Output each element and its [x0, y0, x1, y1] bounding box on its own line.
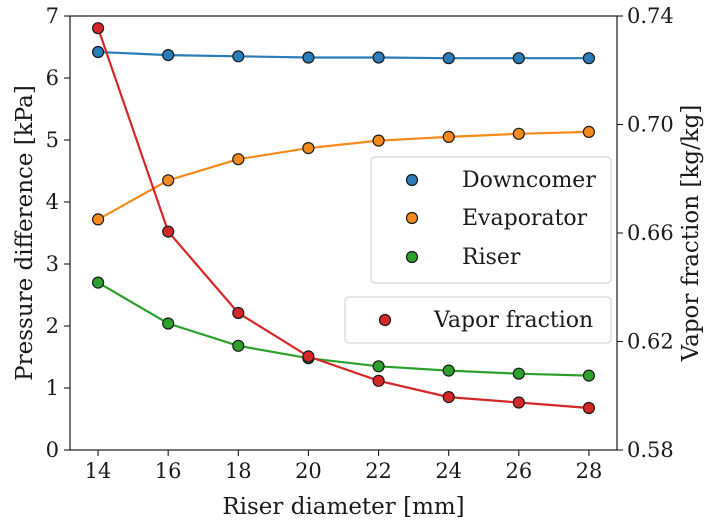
y-left-tick-label: 5 [46, 128, 59, 152]
legend-frame [344, 296, 612, 344]
legend-label: Evaporator [462, 206, 588, 231]
x-tick-label: 20 [295, 459, 322, 483]
legend-box-1: Downcomer Evaporator Riser [370, 156, 612, 284]
data-point [91, 213, 105, 226]
data-point [512, 367, 525, 380]
legend-layer: Downcomer Evaporator Riser Vapor fraction [344, 156, 612, 344]
data-point [372, 51, 385, 64]
data-point [91, 22, 105, 35]
series-vapor-fraction [91, 22, 596, 415]
series-downcomer [91, 45, 596, 65]
data-point [512, 52, 525, 65]
x-tick-label: 28 [576, 459, 603, 483]
data-point [372, 134, 385, 147]
series-line [98, 50, 589, 60]
data-point [162, 48, 175, 62]
legend-label: Vapor fraction [433, 308, 593, 333]
y-axis-right-title: Vapor fraction [kg/kg] [678, 105, 704, 363]
data-point [512, 396, 525, 409]
y-right-tick-label: 0.58 [627, 438, 674, 462]
legend-label: Downcomer [462, 168, 596, 193]
data-point [162, 317, 175, 330]
x-tick-label: 22 [365, 459, 392, 483]
data-point [582, 125, 596, 138]
data-point [232, 153, 245, 166]
legend-marker [378, 313, 392, 327]
data-point [442, 52, 455, 65]
y-left-tick-label: 4 [46, 190, 59, 214]
data-point [442, 364, 455, 377]
data-point [302, 350, 315, 363]
y-axis-left-title: Pressure difference [kPa] [12, 85, 38, 381]
y-left-tick-label: 7 [46, 4, 59, 28]
data-point [302, 51, 315, 64]
data-point [442, 391, 455, 404]
series-line [97, 281, 589, 377]
legend-box-2: Vapor fraction [344, 296, 612, 344]
data-point [232, 339, 245, 352]
y-right-tick-label: 0.70 [627, 113, 674, 137]
legend-marker [405, 173, 419, 187]
data-point [372, 374, 385, 387]
y-right-tick-label: 0.66 [627, 221, 674, 245]
series-evaporator [91, 125, 596, 226]
legend-marker [405, 250, 419, 264]
x-tick-label: 24 [435, 459, 462, 483]
data-point [162, 174, 175, 187]
data-point [162, 225, 175, 238]
y-right-tick-label: 0.74 [627, 4, 674, 28]
data-point [582, 369, 596, 382]
x-tick-label: 16 [155, 459, 182, 483]
data-point [91, 276, 105, 289]
series-layer [91, 22, 596, 415]
data-point [91, 45, 105, 59]
axes-layer: 14 16 18 20 22 24 26 28 0 1 2 3 4 5 6 7 0.58 0.62 0.66 0.70… [12, 4, 704, 520]
x-tick-label: 14 [85, 459, 112, 483]
y-left-tick-label: 3 [46, 252, 59, 276]
y-left-tick-label: 2 [46, 314, 59, 338]
data-point [442, 130, 455, 143]
legend-marker [405, 211, 419, 225]
x-tick-label: 18 [225, 459, 252, 483]
y-left-tick-label: 6 [46, 66, 59, 90]
y-left-tick-label: 0 [46, 438, 59, 462]
data-point [582, 52, 596, 65]
data-point [582, 401, 596, 415]
series-line [97, 27, 589, 410]
y-left-tick-label: 1 [46, 376, 59, 400]
data-point [512, 127, 525, 140]
x-axis-title: Riser diameter [mm] [222, 494, 464, 520]
data-point [302, 142, 315, 155]
data-point [372, 360, 385, 373]
data-point [232, 306, 245, 320]
x-tick-label: 26 [505, 459, 532, 483]
series-line [97, 130, 589, 221]
y-right-tick-label: 0.62 [627, 330, 674, 354]
legend-frame [370, 156, 612, 284]
legend-label: Riser [462, 245, 521, 270]
data-point [232, 50, 245, 63]
